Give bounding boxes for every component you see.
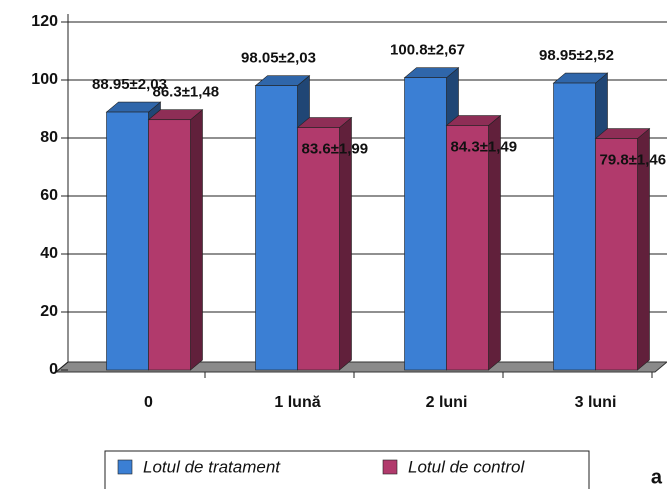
y-tick-label: 40 [40,245,58,262]
value-label: 98.05±2,03 [241,50,316,67]
bar [553,82,596,371]
y-tick-label: 80 [40,129,58,146]
y-axis-depth [55,361,69,373]
value-label: 79.8±1,46 [600,152,667,169]
value-label: 88.95±2,03 [92,76,167,93]
value-label: 100.8±2,67 [390,42,465,59]
legend-label: Lotul de tratament [143,457,281,476]
bar [297,127,340,371]
legend-swatch [117,459,133,475]
legend-swatch [382,459,398,475]
y-tick-label: 100 [31,71,58,88]
x-tick-label: 0 [144,394,153,411]
bar [255,85,298,371]
bar [106,111,149,371]
value-label: 98.95±2,52 [539,47,614,64]
y-tick-label: 120 [31,13,58,30]
x-tick-label: 1 lună [274,394,320,411]
bar [148,119,191,371]
legend-box [104,450,590,489]
bar [404,77,447,371]
value-label: 86.3±1,48 [153,84,220,101]
bar [595,138,638,371]
x-tick-label: 2 luni [426,394,468,411]
bar [446,125,489,371]
bar-side [190,109,203,371]
x-tick-label: 3 luni [575,394,617,411]
legend-label: Lotul de control [408,457,525,476]
y-tick-label: 20 [40,303,58,320]
y-tick-label: 0 [49,361,58,378]
y-tick-label: 60 [40,187,58,204]
value-label: 83.6±1,99 [302,141,369,158]
annotation: a [651,466,663,488]
value-label: 84.3±1,49 [451,138,518,155]
